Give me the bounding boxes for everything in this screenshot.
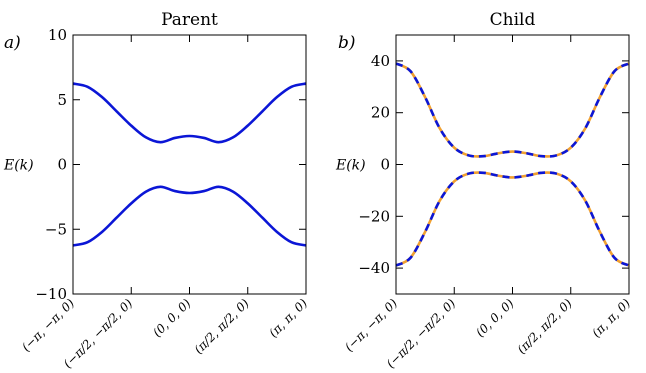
y-tick-label: 40 [371,52,390,70]
plot-frame [72,34,307,295]
plot-frame [395,34,630,295]
series-line-2 [72,185,307,247]
x-tick-label: (0, 0, 0) [473,296,517,340]
y-tick-label: −10 [35,285,67,303]
x-tick-label: (−π, −π, 0) [19,296,77,354]
y-tick-label: 5 [57,91,67,109]
x-tick-label: (π/2, π/2, 0) [191,296,252,357]
y-tick-label: −40 [358,259,390,277]
panel-label: b) [338,33,356,53]
chart-title: Child [490,10,536,30]
y-axis-label: E(k) [335,158,366,174]
y-axis-label: E(k) [3,158,34,174]
y-tick-label: 0 [380,156,390,174]
chart-title: Parent [161,10,218,30]
x-tick-label: (π/2, π/2, 0) [514,296,575,357]
x-tick-label: (0, 0, 0) [150,296,194,340]
y-tick-label: −5 [45,220,67,238]
series-line-1 [72,82,307,144]
y-tick-label: −20 [358,207,390,225]
y-tick-label: 20 [371,104,390,122]
y-tick-label: 10 [48,26,67,44]
series-line-2 [395,171,630,267]
x-tick-label: (π, π, 0) [266,296,310,340]
x-tick-label: (−π, −π, 0) [342,296,400,354]
x-tick-label: (π, π, 0) [589,296,633,340]
panel-label: a) [4,33,21,53]
y-tick-label: 0 [57,156,67,174]
series-line-1 [395,62,630,158]
